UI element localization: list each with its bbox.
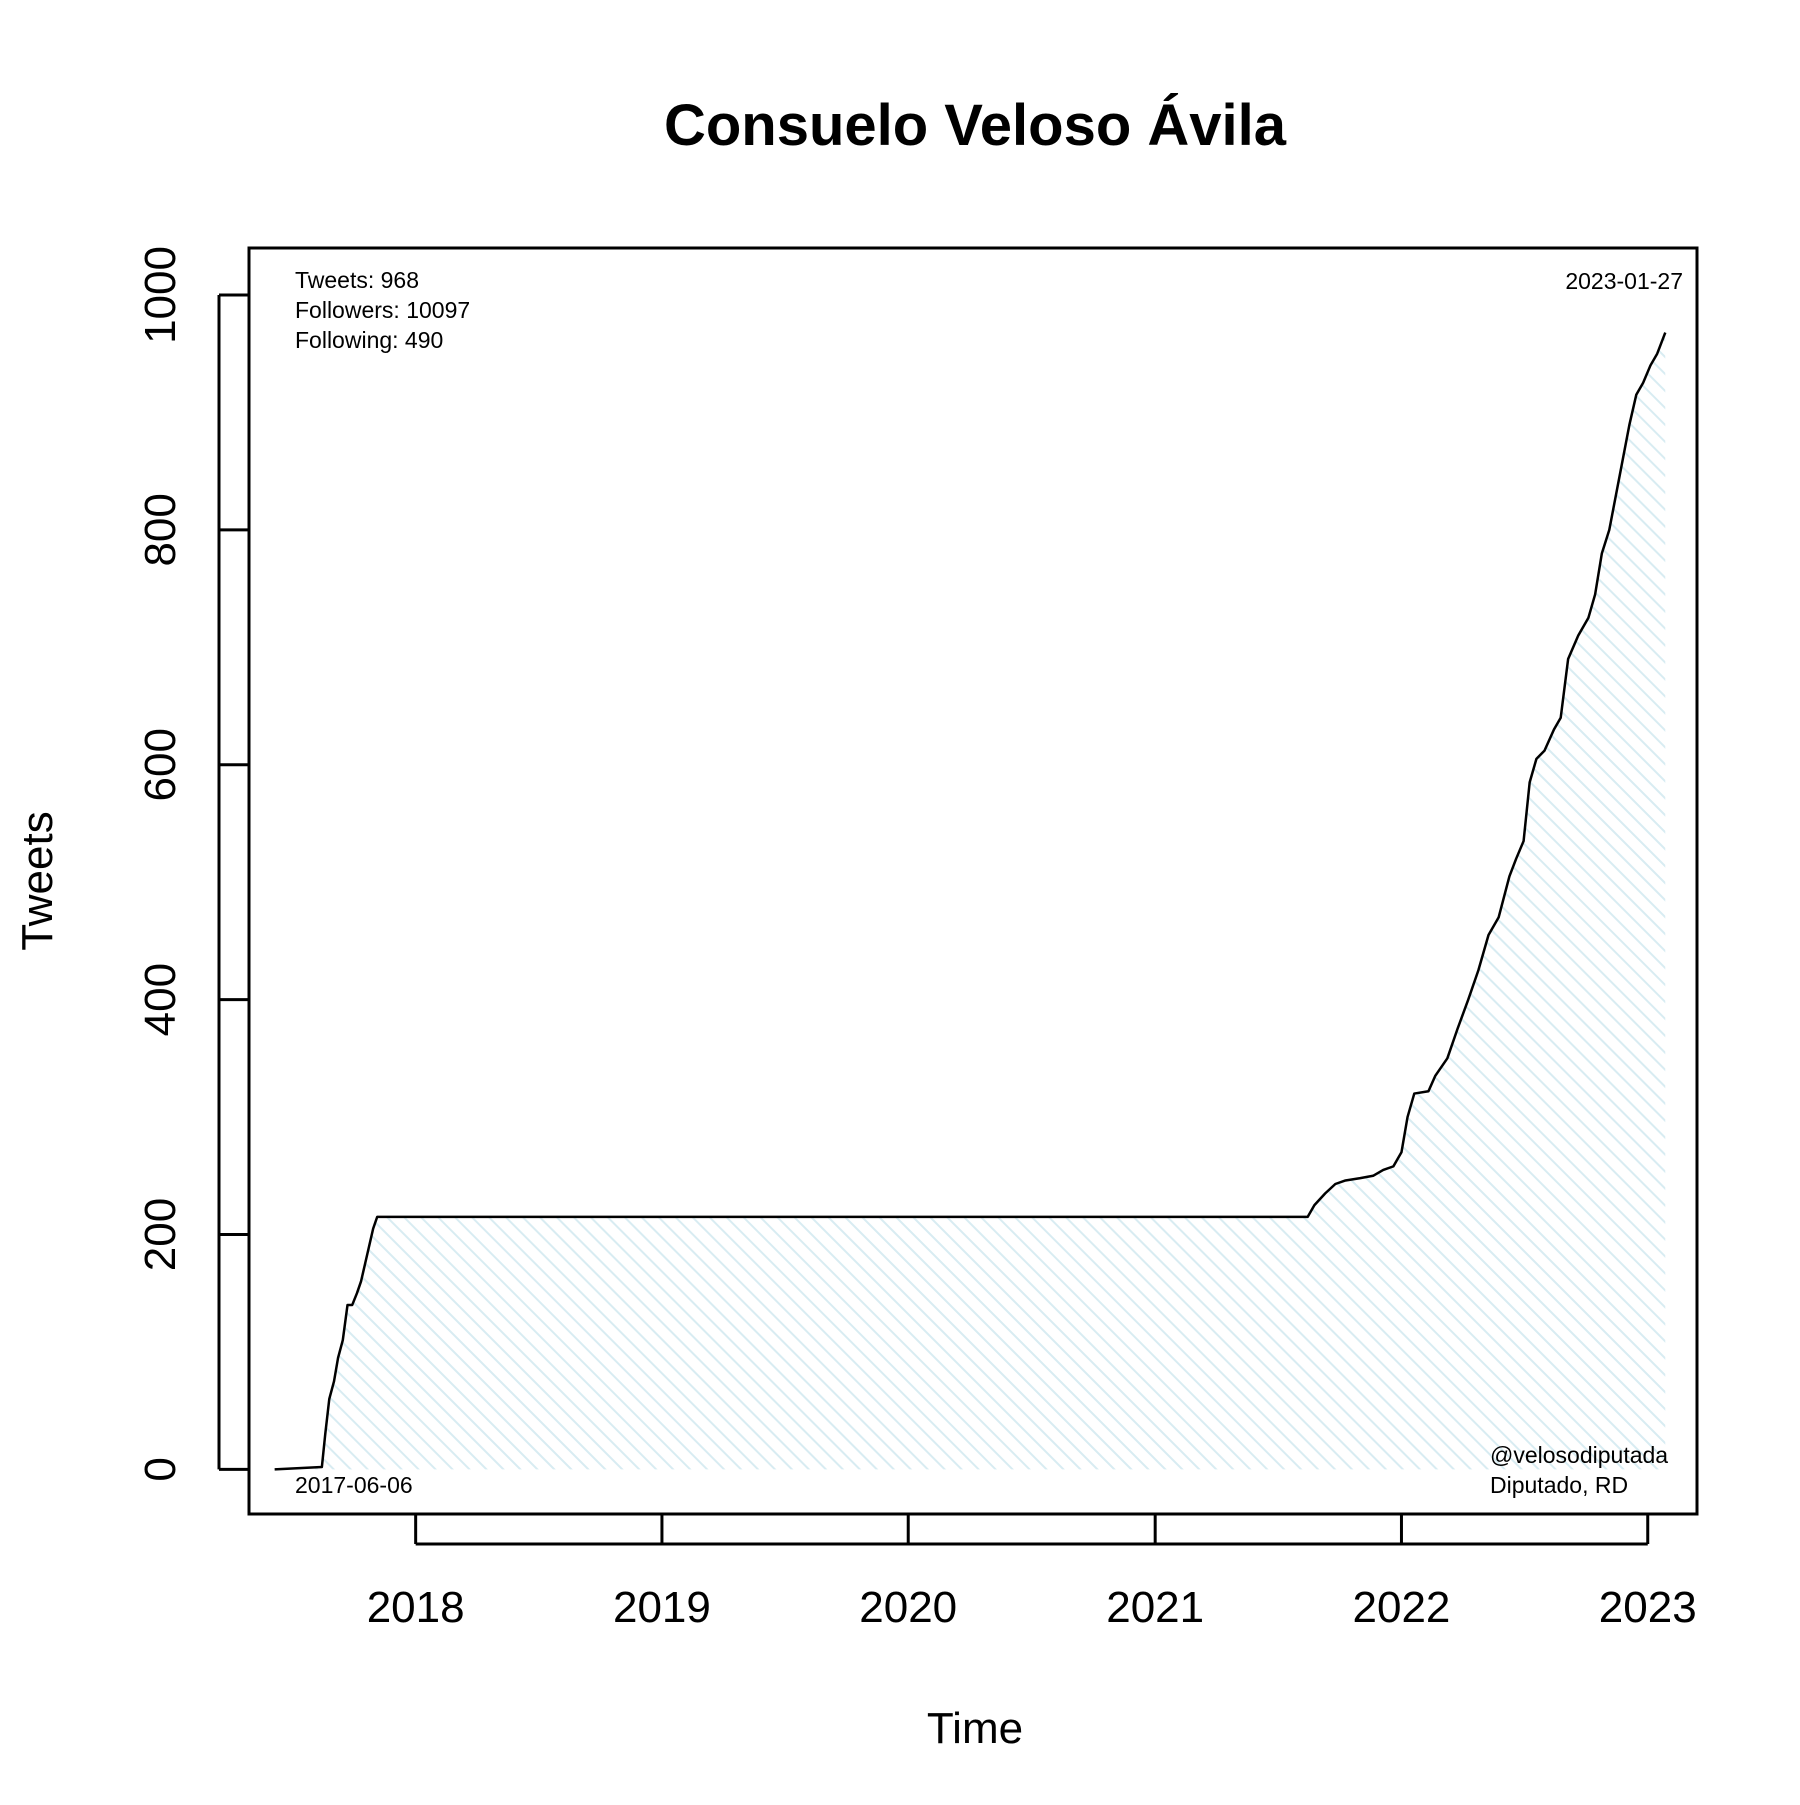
y-tick-label: 800 (136, 493, 185, 566)
x-axis-label: Time (927, 1704, 1023, 1753)
x-tick-label: 2020 (859, 1583, 957, 1632)
y-axis: 0 200 400 600 800 1000 (136, 246, 249, 1482)
x-tick-label: 2021 (1106, 1583, 1204, 1632)
y-tick-label: 0 (136, 1457, 185, 1481)
x-tick-label: 2022 (1353, 1583, 1451, 1632)
plot-area (274, 332, 1667, 1471)
series-line (274, 332, 1667, 1471)
y-tick-label: 1000 (136, 246, 185, 344)
stat-tweets: Tweets: 968 (295, 267, 419, 293)
y-tick-label: 600 (136, 728, 185, 801)
y-tick-label: 200 (136, 1198, 185, 1271)
end-date-label: 2023-01-27 (1565, 268, 1683, 294)
stat-followers: Followers: 10097 (295, 297, 470, 323)
start-date-label: 2017-06-06 (295, 1472, 413, 1498)
x-tick-label: 2019 (613, 1583, 711, 1632)
account-handle: @velosodiputada (1490, 1442, 1668, 1468)
x-axis: 2018 2019 2020 2021 2022 2023 (367, 1514, 1697, 1632)
x-tick-label: 2018 (367, 1583, 465, 1632)
chart-title: Consuelo Veloso Ávila (664, 93, 1287, 158)
x-tick-label: 2023 (1599, 1583, 1697, 1632)
account-role: Diputado, RD (1490, 1472, 1628, 1498)
stat-following: Following: 490 (295, 327, 443, 353)
plot-frame (247, 246, 1699, 1516)
series-area-fill (274, 332, 1666, 1470)
y-tick-label: 400 (136, 963, 185, 1036)
y-axis-label: Tweets (13, 811, 62, 950)
